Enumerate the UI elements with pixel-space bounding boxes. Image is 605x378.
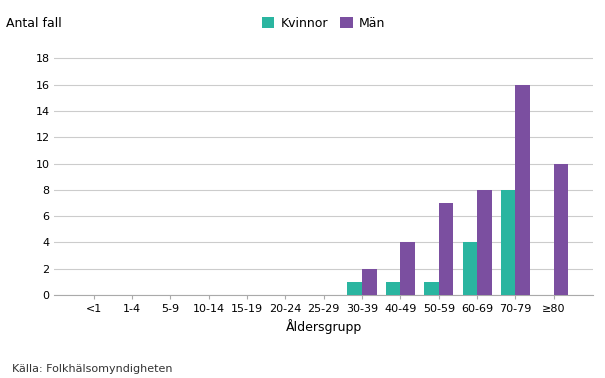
Bar: [477, 190, 492, 295]
Bar: [463, 242, 477, 295]
Bar: [424, 282, 439, 295]
Bar: [554, 164, 569, 295]
X-axis label: Åldersgrupp: Åldersgrupp: [286, 319, 362, 335]
Bar: [347, 282, 362, 295]
Legend: Kvinnor, Män: Kvinnor, Män: [262, 17, 385, 30]
Text: Antal fall: Antal fall: [6, 17, 62, 30]
Bar: [362, 269, 377, 295]
Text: Källa: Folkhälsomyndigheten: Källa: Folkhälsomyndigheten: [12, 364, 172, 374]
Bar: [501, 190, 515, 295]
Bar: [386, 282, 401, 295]
Bar: [439, 203, 453, 295]
Bar: [401, 242, 415, 295]
Bar: [515, 85, 530, 295]
